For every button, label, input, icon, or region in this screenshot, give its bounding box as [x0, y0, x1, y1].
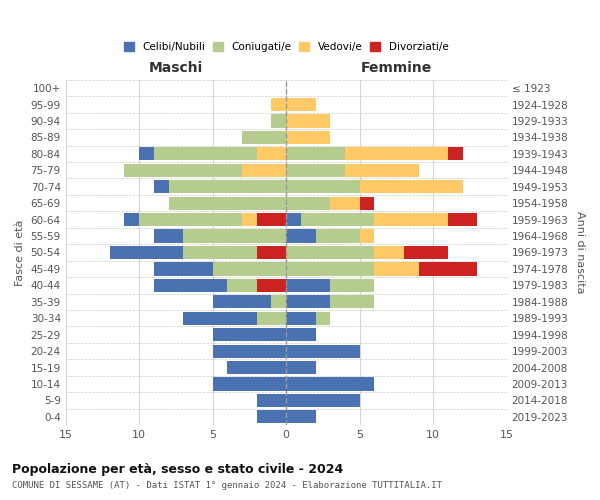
Bar [124, 164, 242, 177]
Bar [331, 295, 374, 308]
Y-axis label: Fasce di età: Fasce di età [15, 220, 25, 286]
Bar [448, 213, 478, 226]
Bar [286, 295, 331, 308]
Bar [286, 114, 331, 128]
Bar [212, 328, 286, 342]
Text: COMUNE DI SESSAME (AT) - Dati ISTAT 1° gennaio 2024 - Elaborazione TUTTITALIA.IT: COMUNE DI SESSAME (AT) - Dati ISTAT 1° g… [12, 481, 442, 490]
Bar [331, 196, 360, 209]
Text: Popolazione per età, sesso e stato civile - 2024: Popolazione per età, sesso e stato civil… [12, 462, 343, 475]
Bar [374, 246, 404, 259]
Bar [257, 394, 286, 407]
Bar [271, 295, 286, 308]
Text: Femmine: Femmine [361, 61, 432, 75]
Bar [154, 180, 169, 194]
Bar [212, 295, 271, 308]
Bar [183, 312, 257, 325]
Bar [124, 213, 139, 226]
Bar [212, 344, 286, 358]
Bar [227, 279, 257, 292]
Bar [257, 312, 286, 325]
Bar [316, 312, 331, 325]
Bar [345, 164, 419, 177]
Bar [154, 262, 212, 276]
Bar [286, 213, 301, 226]
Bar [374, 213, 448, 226]
Bar [286, 196, 331, 209]
Bar [154, 279, 227, 292]
Bar [286, 378, 374, 390]
Bar [154, 230, 183, 242]
Bar [286, 262, 374, 276]
Bar [286, 98, 316, 111]
Bar [286, 312, 316, 325]
Bar [257, 246, 286, 259]
Bar [257, 410, 286, 424]
Legend: Celibi/Nubili, Coniugati/e, Vedovi/e, Divorziati/e: Celibi/Nubili, Coniugati/e, Vedovi/e, Di… [122, 40, 451, 54]
Bar [360, 196, 374, 209]
Bar [286, 394, 360, 407]
Text: Maschi: Maschi [149, 61, 203, 75]
Bar [271, 98, 286, 111]
Bar [374, 262, 419, 276]
Bar [301, 213, 374, 226]
Bar [139, 213, 242, 226]
Bar [360, 180, 463, 194]
Bar [286, 410, 316, 424]
Bar [286, 361, 316, 374]
Bar [286, 180, 360, 194]
Bar [212, 262, 286, 276]
Bar [286, 344, 360, 358]
Bar [242, 164, 286, 177]
Bar [345, 148, 448, 160]
Bar [242, 131, 286, 144]
Bar [286, 246, 374, 259]
Bar [316, 230, 360, 242]
Bar [419, 262, 478, 276]
Bar [286, 279, 331, 292]
Bar [110, 246, 183, 259]
Bar [286, 328, 316, 342]
Bar [154, 148, 257, 160]
Bar [139, 148, 154, 160]
Bar [242, 213, 257, 226]
Bar [212, 378, 286, 390]
Bar [257, 279, 286, 292]
Bar [183, 230, 286, 242]
Bar [286, 148, 345, 160]
Bar [183, 246, 257, 259]
Bar [169, 180, 286, 194]
Bar [404, 246, 448, 259]
Bar [257, 213, 286, 226]
Bar [286, 230, 316, 242]
Y-axis label: Anni di nascita: Anni di nascita [575, 211, 585, 294]
Bar [331, 279, 374, 292]
Bar [360, 230, 374, 242]
Bar [286, 164, 345, 177]
Bar [169, 196, 286, 209]
Bar [286, 131, 331, 144]
Bar [448, 148, 463, 160]
Bar [271, 114, 286, 128]
Bar [257, 148, 286, 160]
Bar [227, 361, 286, 374]
